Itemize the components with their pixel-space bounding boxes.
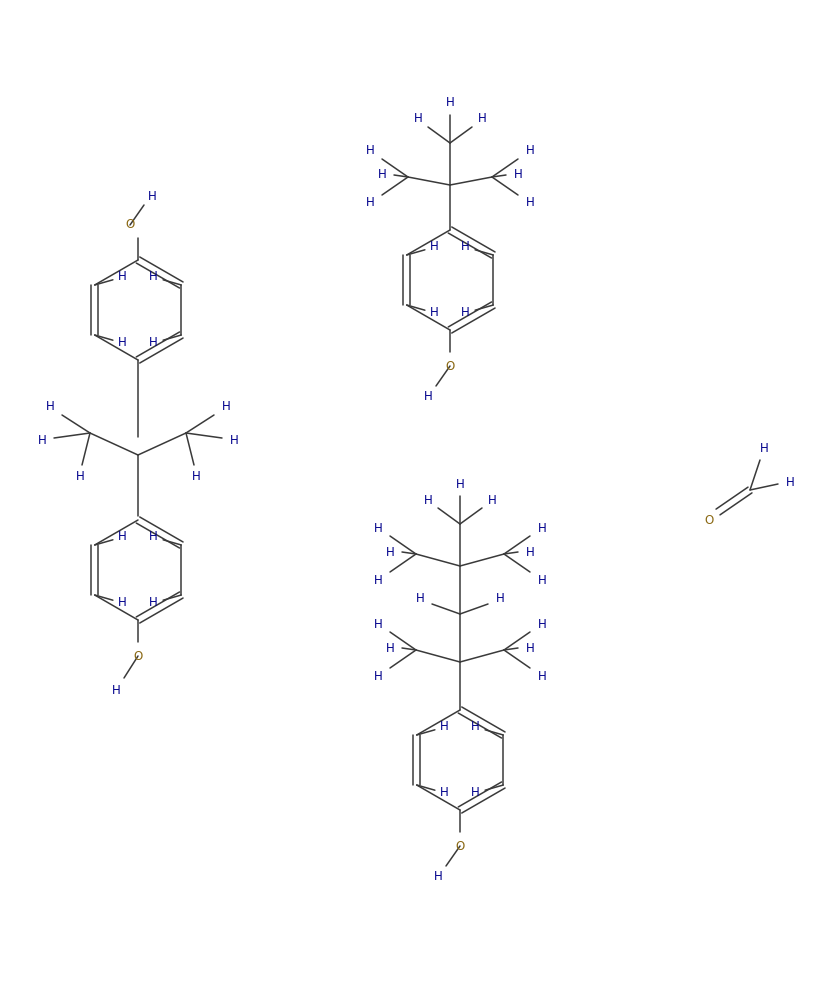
Text: H: H bbox=[38, 434, 46, 446]
Text: H: H bbox=[424, 493, 433, 507]
Text: H: H bbox=[119, 531, 127, 544]
Text: H: H bbox=[513, 168, 522, 181]
Text: H: H bbox=[526, 642, 535, 655]
Text: H: H bbox=[433, 871, 442, 884]
Text: H: H bbox=[192, 470, 200, 483]
Text: H: H bbox=[111, 683, 120, 696]
Text: H: H bbox=[424, 391, 433, 404]
Text: H: H bbox=[537, 573, 546, 586]
Text: O: O bbox=[446, 359, 455, 373]
Text: H: H bbox=[446, 96, 454, 109]
Text: H: H bbox=[537, 522, 546, 535]
Text: H: H bbox=[440, 720, 449, 733]
Text: H: H bbox=[461, 307, 470, 319]
Text: H: H bbox=[537, 617, 546, 631]
Text: O: O bbox=[125, 218, 134, 231]
Text: H: H bbox=[230, 434, 238, 446]
Text: H: H bbox=[373, 670, 382, 682]
Text: H: H bbox=[495, 592, 504, 605]
Text: H: H bbox=[45, 401, 54, 414]
Text: H: H bbox=[471, 720, 480, 733]
Text: H: H bbox=[119, 271, 127, 284]
Text: H: H bbox=[366, 145, 374, 158]
Text: H: H bbox=[478, 112, 486, 126]
Text: H: H bbox=[119, 336, 127, 349]
Text: H: H bbox=[526, 546, 535, 558]
Text: H: H bbox=[414, 112, 423, 126]
Text: H: H bbox=[149, 336, 157, 349]
Text: H: H bbox=[440, 787, 449, 800]
Text: H: H bbox=[461, 240, 470, 254]
Text: H: H bbox=[488, 493, 496, 507]
Text: H: H bbox=[526, 145, 535, 158]
Text: H: H bbox=[785, 475, 794, 488]
Text: H: H bbox=[456, 477, 465, 490]
Text: H: H bbox=[415, 592, 424, 605]
Text: H: H bbox=[149, 271, 157, 284]
Text: H: H bbox=[119, 596, 127, 609]
Text: H: H bbox=[386, 546, 395, 558]
Text: H: H bbox=[149, 596, 157, 609]
Text: H: H bbox=[149, 531, 157, 544]
Text: H: H bbox=[386, 642, 395, 655]
Text: H: H bbox=[430, 240, 439, 254]
Text: H: H bbox=[430, 307, 439, 319]
Text: O: O bbox=[133, 650, 143, 663]
Text: H: H bbox=[537, 670, 546, 682]
Text: H: H bbox=[373, 617, 382, 631]
Text: H: H bbox=[222, 401, 231, 414]
Text: H: H bbox=[760, 441, 768, 454]
Text: H: H bbox=[373, 573, 382, 586]
Text: H: H bbox=[76, 470, 84, 483]
Text: H: H bbox=[147, 189, 157, 202]
Text: O: O bbox=[456, 839, 465, 852]
Text: H: H bbox=[366, 196, 374, 209]
Text: H: H bbox=[526, 196, 535, 209]
Text: H: H bbox=[373, 522, 382, 535]
Text: H: H bbox=[471, 787, 480, 800]
Text: H: H bbox=[377, 168, 386, 181]
Text: O: O bbox=[705, 515, 714, 528]
